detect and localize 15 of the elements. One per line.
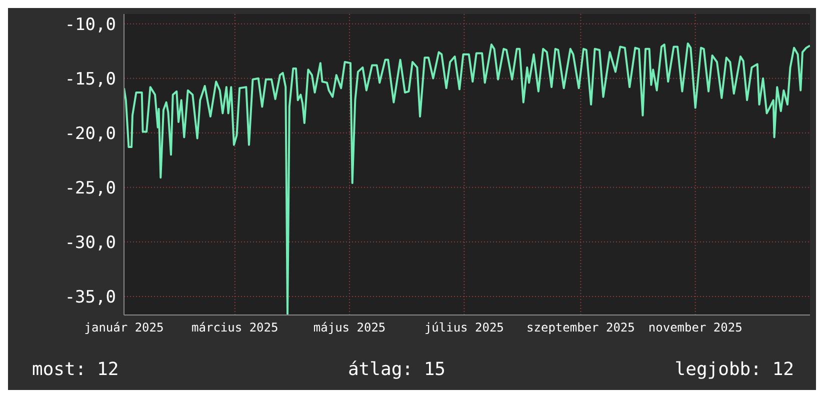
x-tick-label: július 2025 <box>424 320 504 335</box>
y-tick-label: -25,0 <box>64 178 116 198</box>
y-tick-label: -30,0 <box>64 232 116 253</box>
text: átlag: 15 <box>348 359 446 380</box>
x-tick-label: november 2025 <box>648 320 742 335</box>
x-tick-label: május 2025 <box>313 320 386 335</box>
x-tick-label: március 2025 <box>192 320 278 335</box>
x-tick-label: január 2025 <box>84 320 164 335</box>
y-tick-label: -35,0 <box>64 287 116 308</box>
y-tick-label: -10,0 <box>64 14 116 35</box>
x-tick-label: szeptember 2025 <box>526 320 635 335</box>
y-tick-label: -20,0 <box>64 124 116 144</box>
text: most: 12 <box>32 359 119 380</box>
y-tick-label: -15,0 <box>64 69 116 90</box>
text: legjobb: 12 <box>674 359 794 380</box>
